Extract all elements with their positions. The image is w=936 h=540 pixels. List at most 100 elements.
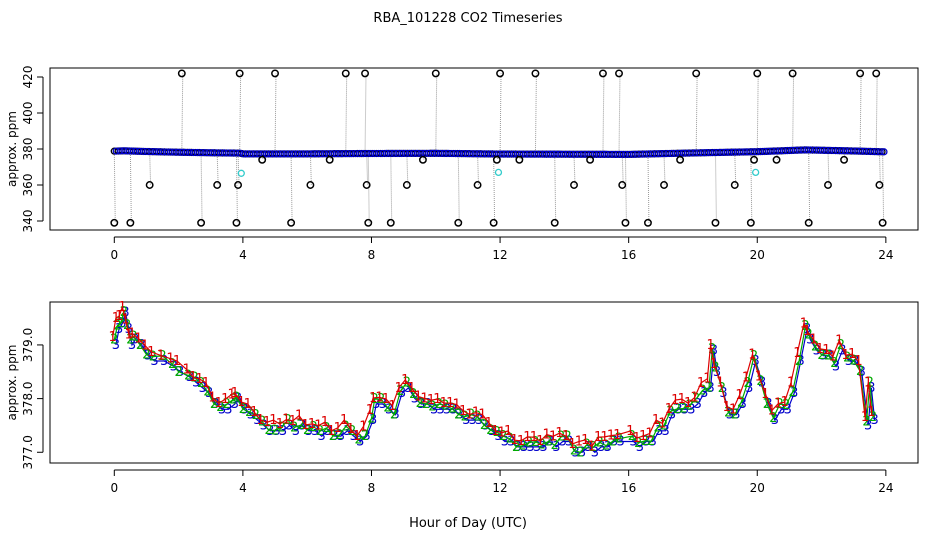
series-3-marker: 3 — [118, 316, 126, 331]
smoothed-point — [116, 147, 124, 155]
series-1-marker: 1 — [244, 397, 252, 412]
spike-line — [290, 153, 293, 223]
series-1-marker: 1 — [809, 333, 817, 348]
series-2-marker: 2 — [277, 420, 285, 435]
series-1-marker: 1 — [250, 405, 258, 420]
smoothed-point — [332, 150, 340, 158]
top-x-tick-label: 20 — [750, 248, 765, 262]
outlier-point — [492, 155, 501, 164]
outlier-point — [177, 69, 186, 78]
outlier-point — [772, 155, 781, 164]
series-1-marker: 1 — [182, 362, 190, 377]
spike-line — [237, 153, 240, 186]
series-1-marker: 1 — [568, 437, 576, 452]
spike-line — [621, 154, 624, 186]
series-2-marker: 2 — [216, 400, 224, 415]
smoothed-point — [212, 149, 221, 157]
series-3-marker: 3 — [507, 435, 515, 450]
outlier-point — [730, 181, 739, 189]
series-3-marker: 3 — [533, 440, 541, 455]
series-3-marker: 3 — [655, 424, 663, 439]
smoothed-point — [641, 150, 649, 158]
series-1-marker: 1 — [256, 413, 264, 428]
smoothed-point — [745, 148, 753, 156]
outlier-point — [692, 69, 701, 78]
series-2-marker: 2 — [843, 351, 851, 366]
series-2-marker: 2 — [544, 435, 552, 450]
outlier-point — [271, 69, 279, 78]
series-2-marker: 2 — [506, 432, 514, 447]
series-2-marker: 2 — [435, 397, 443, 412]
smoothed-point — [243, 150, 252, 158]
series-2-marker: 2 — [653, 420, 661, 435]
smoothed-point — [313, 150, 321, 158]
outlier-point — [660, 181, 668, 189]
series-1-marker: 1 — [308, 417, 316, 432]
smoothed-point — [822, 146, 830, 155]
smoothed-point — [548, 150, 556, 158]
smoothed-point — [729, 148, 738, 156]
spike-line — [602, 73, 605, 155]
smoothed-point — [610, 150, 618, 159]
smoothed-point — [432, 149, 441, 157]
series-3-marker: 3 — [324, 424, 332, 439]
series-1-marker: 1 — [166, 352, 174, 367]
spike-line — [875, 73, 878, 152]
outlier-point — [489, 218, 498, 227]
series-2-marker: 2 — [486, 423, 494, 438]
smoothed-point — [351, 149, 360, 158]
smoothed-point — [374, 149, 383, 158]
series-3-marker: 3 — [777, 402, 785, 417]
bottom-x-tick-label: 0 — [110, 481, 118, 495]
series-3-marker: 3 — [732, 408, 740, 423]
series-3-marker: 3 — [337, 429, 345, 444]
series-3-marker: 3 — [710, 343, 718, 358]
smoothed-point — [409, 149, 417, 158]
smoothed-point — [579, 150, 587, 158]
series-2-marker: 2 — [589, 440, 597, 455]
flagged-point — [237, 169, 245, 177]
series-1-marker: 1 — [835, 333, 843, 348]
smoothed-point — [552, 150, 560, 158]
series-3-marker: 3 — [224, 402, 232, 417]
outlier-point — [878, 218, 887, 227]
smoothed-point — [533, 150, 541, 158]
smoothed-point — [779, 147, 788, 155]
smoothed-point — [776, 147, 784, 155]
outlier-point — [570, 181, 578, 189]
smoothed-point — [695, 149, 703, 157]
smoothed-point — [853, 147, 861, 155]
series-3-marker: 3 — [514, 440, 522, 455]
series-1-marker: 1 — [504, 424, 512, 439]
series-1-marker: 1 — [816, 342, 824, 357]
spike-line — [792, 73, 795, 151]
series-1-marker: 1 — [793, 346, 801, 361]
smoothed-point — [826, 146, 834, 155]
series-3-marker: 3 — [192, 376, 200, 391]
smoothed-point — [467, 150, 475, 158]
series-3-marker: 3 — [764, 397, 772, 412]
top-x-tick-label: 12 — [492, 248, 507, 262]
series-2-marker: 2 — [776, 397, 784, 412]
series-3-marker: 3 — [806, 333, 814, 348]
smoothed-point — [139, 147, 147, 156]
series-2-marker: 2 — [309, 420, 317, 435]
series-2-marker: 2 — [673, 402, 681, 417]
series-1-marker: 1 — [697, 376, 705, 391]
smoothed-point — [880, 148, 888, 156]
smoothed-point — [344, 149, 352, 158]
smoothed-point — [710, 148, 718, 157]
series-2-marker: 2 — [724, 405, 732, 420]
series-1-marker: 1 — [128, 326, 136, 341]
series-2-marker: 2 — [168, 357, 176, 372]
series-3-marker: 3 — [687, 402, 695, 417]
smoothed-point — [131, 147, 140, 155]
smoothed-point — [583, 150, 591, 158]
series-1-marker: 1 — [491, 424, 499, 439]
series-3-marker: 3 — [285, 418, 293, 433]
smoothed-point — [247, 150, 255, 158]
series-1-marker: 1 — [723, 400, 731, 415]
smoothed-point — [617, 150, 626, 159]
spike-line — [663, 153, 666, 186]
series-2-marker: 2 — [641, 434, 649, 449]
